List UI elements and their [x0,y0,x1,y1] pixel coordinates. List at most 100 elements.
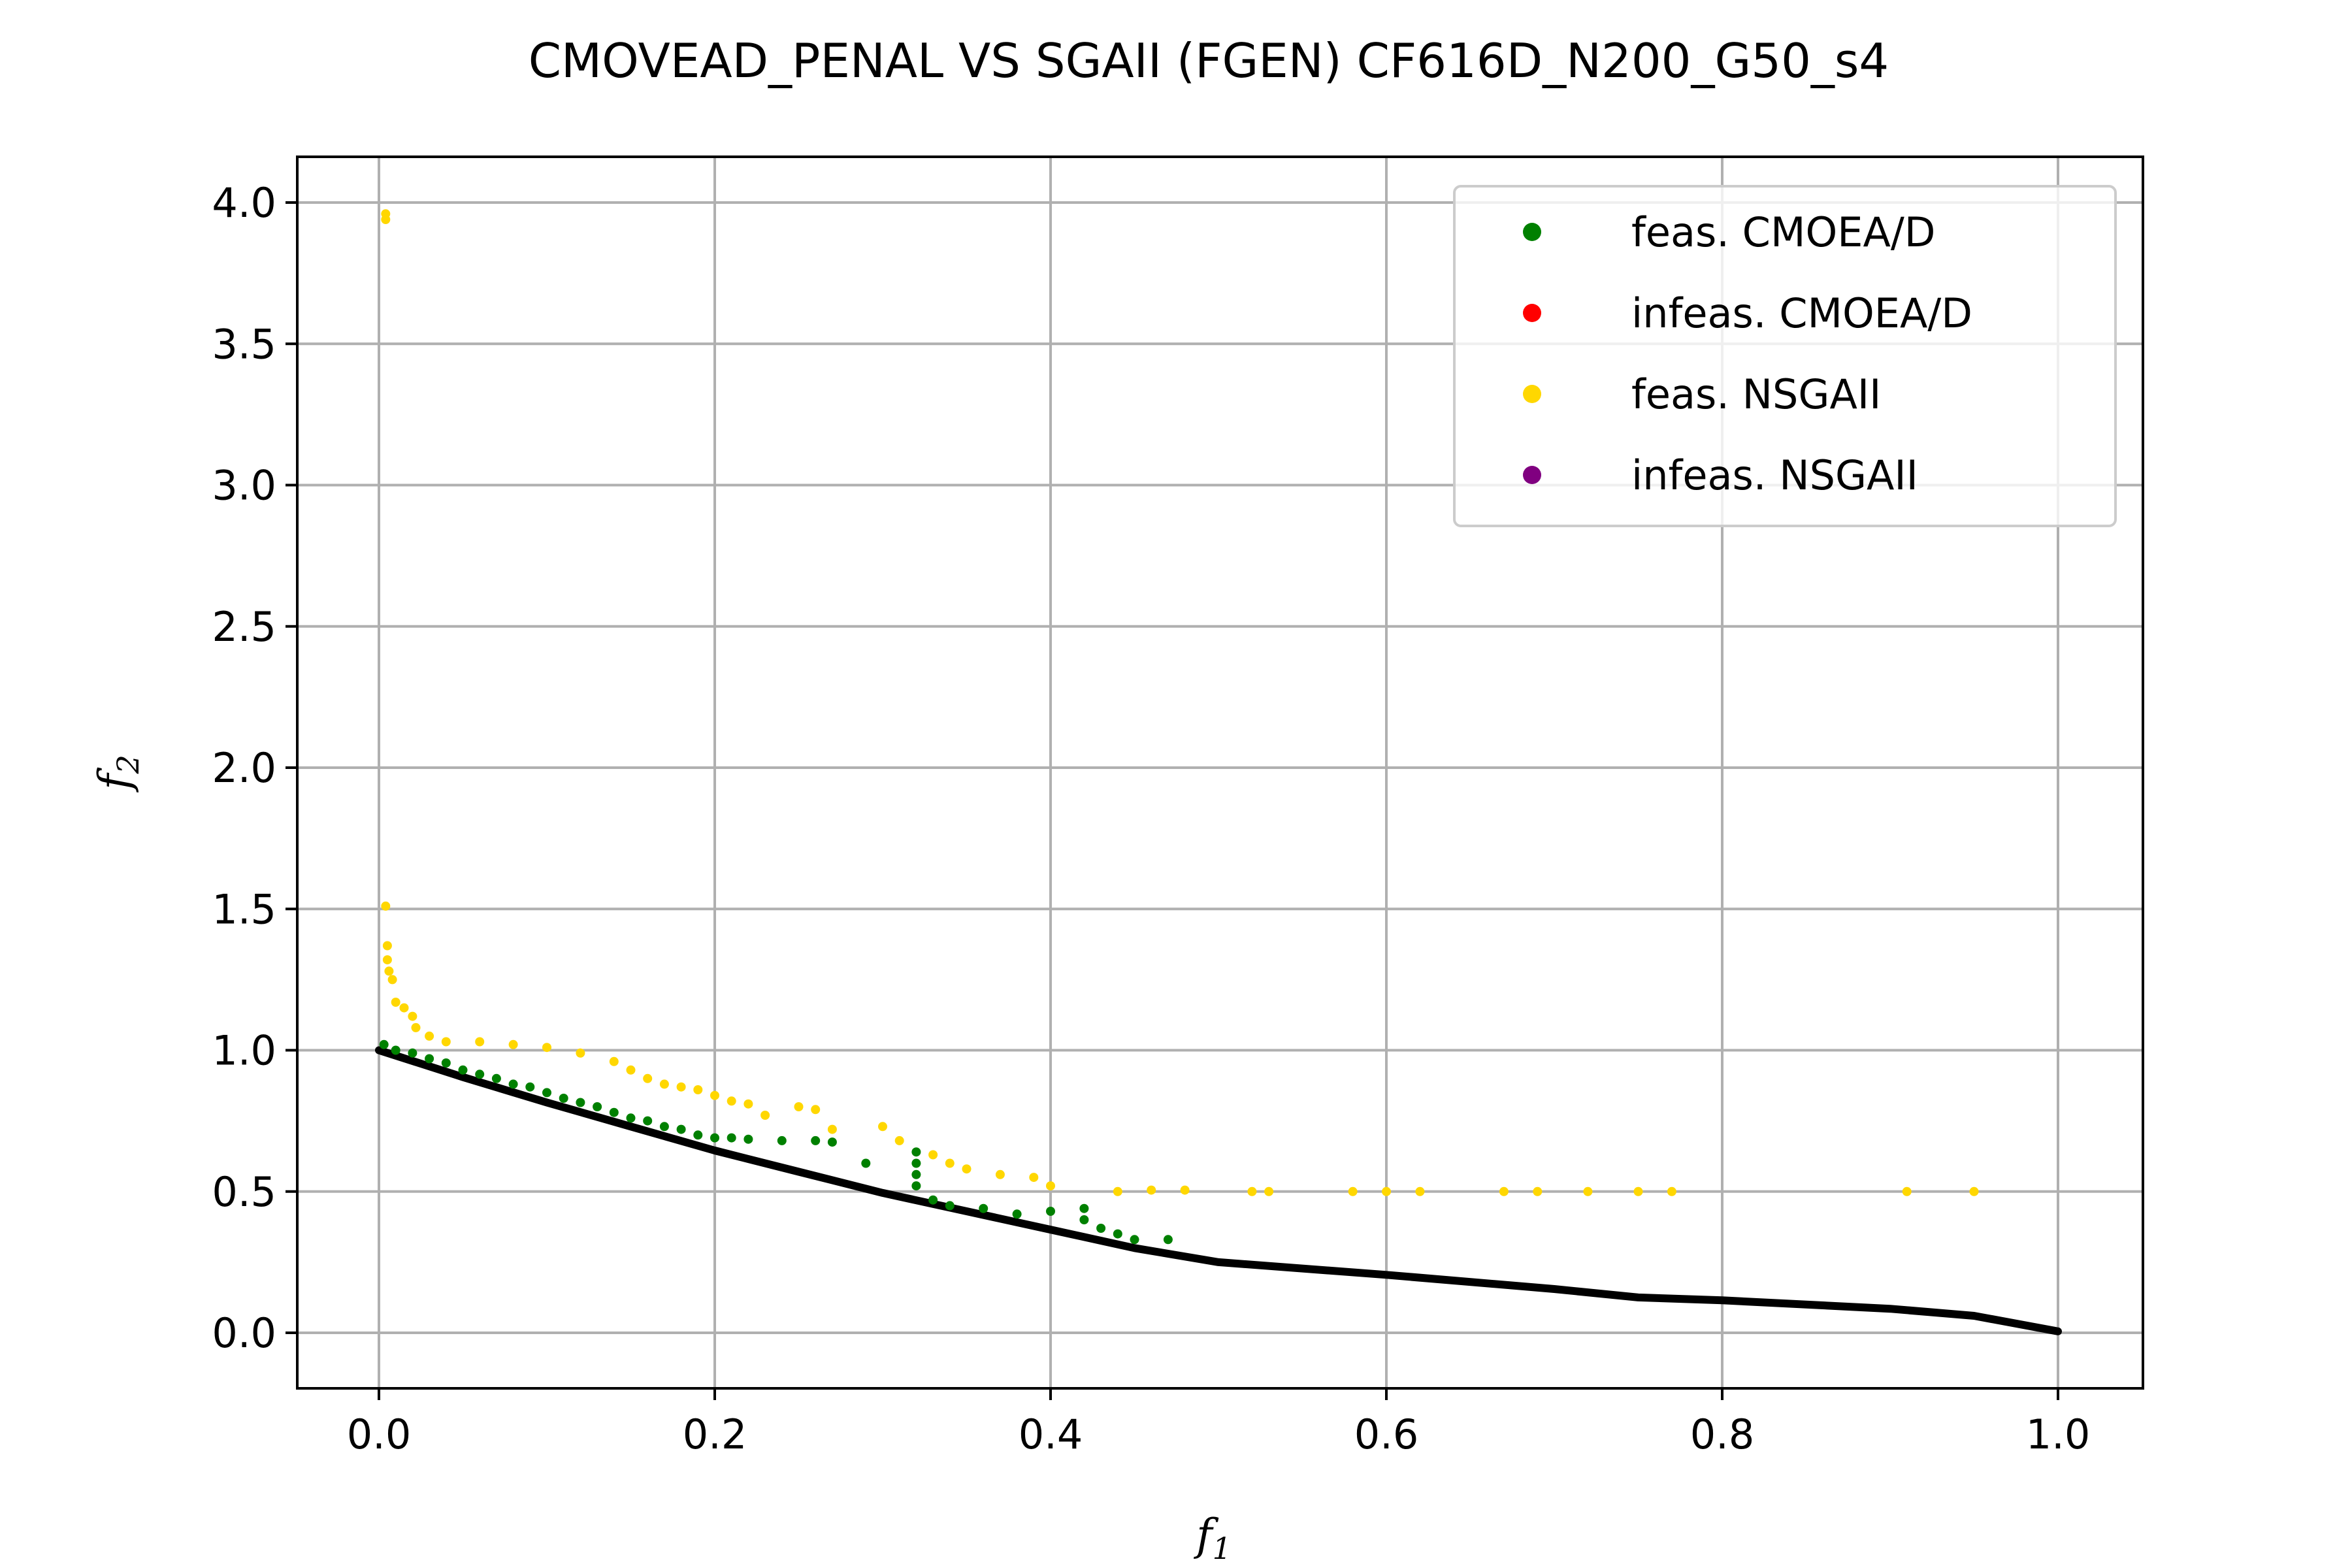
data-point [710,1133,719,1143]
data-point [1264,1186,1274,1196]
data-point [1348,1186,1358,1196]
data-point [1113,1186,1122,1196]
data-points [379,209,1979,1245]
data-point [911,1181,921,1191]
data-point [491,1073,501,1083]
data-point [425,1054,434,1064]
data-point [928,1195,938,1205]
y-tick-label: 2.5 [212,603,276,651]
data-point [1382,1186,1391,1196]
chart-title: CMOVEAD_PENAL VS SGAII (FGEN) CF616D_N20… [529,33,1889,88]
data-point [1029,1173,1039,1183]
x-tick-label: 0.2 [683,1411,747,1458]
data-point [1079,1215,1089,1224]
data-point [1902,1186,1912,1196]
data-point [1180,1185,1190,1195]
data-point [827,1124,837,1134]
data-point [391,998,400,1007]
y-tick-label: 2.0 [212,744,276,792]
data-point [382,955,392,965]
data-point [542,1043,551,1053]
data-point [962,1164,972,1174]
data-point [408,1048,417,1058]
data-point [827,1137,837,1147]
y-tick-label: 3.0 [212,462,276,510]
y-axis-label: f2 [90,755,146,793]
legend-marker [1523,304,1541,322]
data-point [1163,1235,1173,1245]
data-point [626,1113,636,1123]
legend: feas. CMOEA/D infeas. CMOEA/D feas. NSGAII… [1453,185,2117,527]
plot-frame [296,155,2144,1390]
data-point [643,1073,653,1083]
data-point [626,1065,636,1075]
data-point [609,1107,619,1117]
data-point [945,1201,955,1211]
data-point [1046,1207,1055,1216]
data-point [693,1085,703,1094]
data-point [676,1082,686,1092]
data-point [425,1031,434,1041]
x-tick-label: 0.6 [1354,1411,1419,1458]
data-point [811,1135,821,1145]
data-point [911,1147,921,1157]
data-point [1247,1186,1257,1196]
y-tick-label: 3.5 [212,320,276,368]
data-point [643,1116,653,1126]
data-point [381,215,391,224]
data-point [1969,1186,1979,1196]
data-point [676,1124,686,1134]
data-point [727,1096,736,1106]
pareto-front-line [375,1046,2062,1335]
data-point [609,1056,619,1066]
data-point [1415,1186,1425,1196]
data-point [1012,1209,1022,1219]
data-point [979,1203,988,1213]
data-point [911,1158,921,1168]
x-tick-label: 0.8 [1690,1411,1755,1458]
data-point [945,1158,955,1168]
pareto-front [375,1046,2062,1335]
data-point [379,1039,389,1049]
data-point [391,1045,400,1055]
data-point [1533,1186,1543,1196]
data-point [1130,1235,1139,1245]
x-axis-ticks: 0.0 0.2 0.4 0.6 0.8 1.0 [347,1388,2091,1458]
data-point [387,975,397,985]
data-point [1079,1203,1089,1213]
data-point [1583,1186,1593,1196]
data-point [576,1048,585,1058]
data-point [399,1003,409,1013]
data-point [743,1134,753,1144]
legend-label: feas. CMOEA/D [1631,208,1935,256]
data-point [693,1130,703,1140]
data-point [475,1070,485,1079]
legend-label: infeas. CMOEA/D [1631,289,1972,337]
data-point [508,1039,518,1049]
legend-label: infeas. NSGAII [1631,451,1918,499]
data-point [475,1037,485,1047]
data-point [441,1058,451,1068]
x-tick-label: 0.0 [347,1411,412,1458]
data-point [777,1135,787,1145]
data-point [1113,1229,1122,1239]
x-axis-label: f1 [1193,1510,1232,1566]
data-point [381,901,391,911]
data-point [861,1158,871,1168]
data-point [593,1102,602,1111]
legend-marker [1523,466,1541,484]
x-tick-label: 1.0 [2026,1411,2091,1458]
data-point [441,1037,451,1047]
legend-label: feas. NSGAII [1631,370,1881,418]
data-point [384,966,394,976]
data-point [1667,1186,1676,1196]
y-axis-ticks: 0.0 0.5 1.0 1.5 2.0 2.5 3.0 3.5 4.0 [212,179,297,1357]
data-point [1046,1181,1055,1191]
legend-marker [1523,385,1541,403]
data-point [911,1169,921,1179]
x-tick-label: 0.4 [1019,1411,1083,1458]
data-point [411,1022,421,1032]
y-tick-label: 0.5 [212,1168,276,1216]
data-point [894,1135,904,1145]
data-point [1147,1185,1156,1195]
